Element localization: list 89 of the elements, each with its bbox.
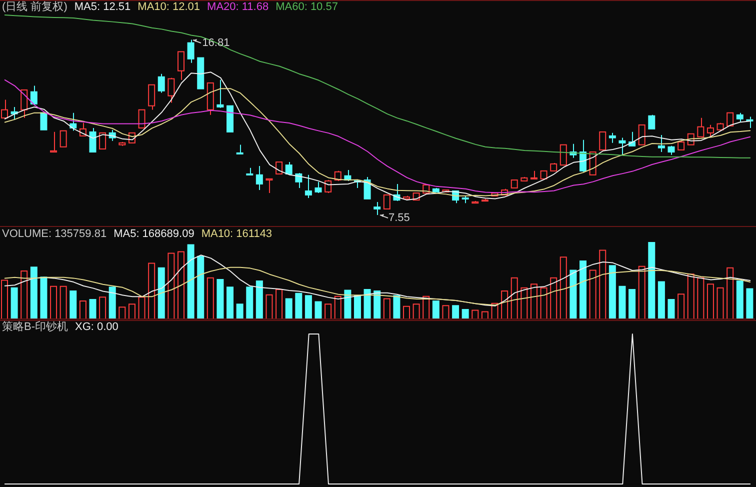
bar (79, 300, 86, 320)
text: MA20: 11.68 (207, 1, 269, 13)
bar (412, 304, 420, 320)
bar (60, 286, 67, 320)
bar (491, 302, 498, 320)
bar (40, 276, 48, 320)
bar (668, 298, 675, 320)
bar (736, 280, 744, 320)
bar (168, 252, 175, 320)
candlestick (256, 165, 263, 191)
bar (128, 304, 136, 320)
bar (501, 290, 508, 320)
text: MA10: 161143 (201, 228, 272, 240)
bar (628, 288, 636, 320)
bar (314, 301, 322, 320)
bar (304, 295, 312, 320)
bar (324, 304, 332, 320)
bar (393, 295, 400, 320)
bar (187, 244, 194, 320)
bar (108, 286, 116, 320)
bar (608, 265, 616, 320)
bar (726, 267, 734, 320)
bar (589, 270, 596, 320)
bar (481, 311, 488, 320)
bar (354, 295, 361, 320)
bar (658, 281, 665, 320)
annotation: 7.55 (388, 212, 410, 224)
bar (618, 286, 626, 320)
text: MA5: 12.51 (74, 1, 131, 13)
bar (403, 306, 410, 320)
bar (89, 298, 96, 320)
bar (364, 288, 371, 320)
bar (716, 287, 724, 320)
bar (30, 266, 38, 320)
chart-title: VOLUME: 135759.81 (2, 228, 107, 240)
bar (540, 287, 548, 320)
bar (746, 288, 754, 320)
bar (226, 286, 234, 320)
text: XG: 0.00 (75, 321, 118, 333)
bar (697, 277, 704, 320)
bar (510, 277, 518, 320)
bar (99, 296, 106, 320)
bar (520, 287, 528, 320)
bar (580, 260, 587, 320)
bar (374, 290, 381, 320)
bar (432, 300, 440, 320)
bar (442, 305, 450, 320)
series-label: MA5: 168689.09 (114, 228, 194, 240)
bar (177, 251, 184, 320)
bar (285, 298, 292, 320)
bar (570, 270, 577, 320)
bar (266, 294, 273, 320)
bar (70, 290, 77, 320)
bar (256, 280, 263, 320)
text: MA60: 10.57 (276, 1, 338, 13)
bar (550, 277, 558, 320)
bar (50, 286, 58, 320)
bar (148, 262, 156, 320)
bar (334, 296, 342, 320)
bar (678, 294, 685, 320)
bar (648, 242, 656, 320)
bar (383, 298, 390, 320)
bar (158, 267, 165, 320)
bar (246, 286, 254, 320)
bar (1, 280, 8, 320)
bar (560, 256, 567, 320)
bar (638, 266, 646, 320)
bar (422, 296, 430, 320)
bar (118, 306, 126, 320)
bar (599, 250, 606, 320)
bar (687, 274, 694, 320)
bar (344, 290, 352, 320)
chart-title: (日线 前复权) (2, 1, 68, 13)
bar (295, 292, 302, 320)
bar (10, 287, 18, 320)
text: MA10: 12.01 (138, 1, 200, 13)
bar (462, 308, 469, 320)
bar (138, 296, 146, 320)
bar (472, 310, 479, 320)
bar (206, 277, 214, 320)
bar (20, 270, 28, 320)
bar (706, 284, 714, 320)
bar (216, 278, 224, 320)
bar (197, 256, 204, 320)
chart-title: 策略B-印钞机 (2, 321, 68, 333)
bar (276, 288, 283, 320)
bar (452, 305, 460, 320)
bar (530, 284, 538, 320)
bar (236, 304, 244, 320)
